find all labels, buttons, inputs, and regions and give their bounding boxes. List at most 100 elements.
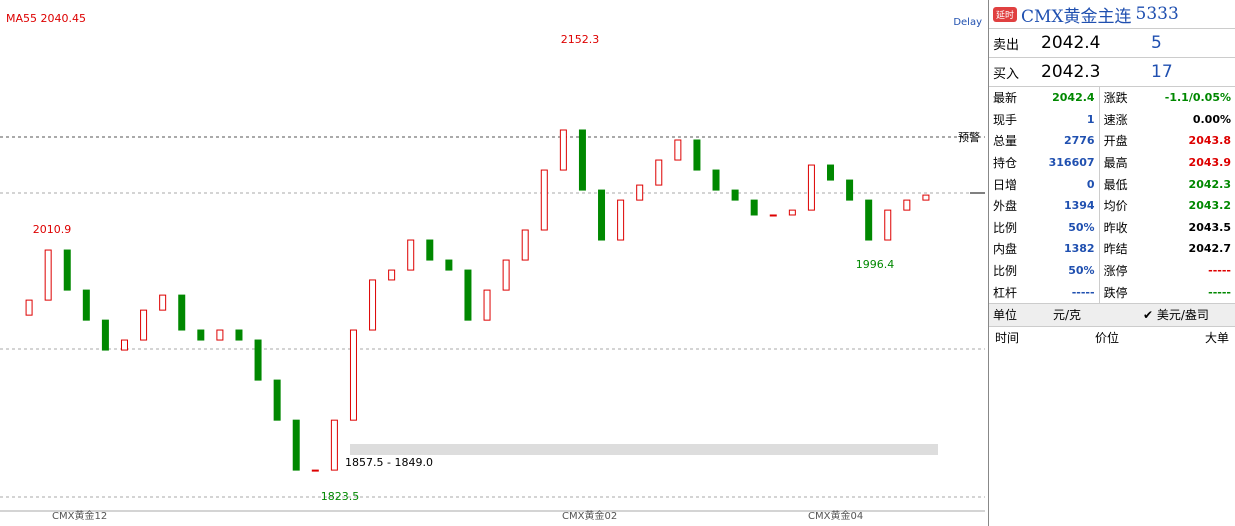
peak-label: 2010.9: [33, 223, 72, 236]
unit[interactable]: ✔ 美元/盎司: [1143, 308, 1209, 323]
high-label: 2152.3: [561, 33, 600, 46]
candle: [369, 279, 377, 331]
candle: [483, 289, 491, 321]
value: 2042.3: [1188, 177, 1231, 191]
label: 持仓: [993, 156, 1018, 171]
code: 5333: [1135, 4, 1179, 24]
ma-label: MA55 2040.45: [6, 12, 86, 25]
label: 最低: [1103, 177, 1128, 192]
candle: [445, 259, 453, 271]
value: 1382: [1029, 238, 1100, 260]
candle: [712, 169, 720, 191]
label: 总量: [993, 134, 1018, 149]
candle: [178, 294, 186, 331]
value: 0.00%: [1192, 112, 1231, 126]
value: 2043.5: [1188, 220, 1231, 234]
candle: [922, 194, 930, 201]
label: 买入: [993, 66, 1020, 82]
header: 时间: [995, 331, 1020, 346]
candle: [578, 129, 586, 191]
volume: 17: [1151, 62, 1173, 82]
candle: [674, 139, 682, 161]
value: -----: [1029, 281, 1100, 303]
row: 内盘 1382 昨结 2042.7: [989, 238, 1235, 260]
candle: [903, 199, 911, 211]
unit[interactable]: 元/克: [1053, 308, 1082, 323]
price: 2042.4: [1041, 33, 1101, 53]
value: 2043.2: [1188, 199, 1231, 213]
candle: [25, 299, 33, 316]
label: 单位: [993, 308, 1018, 323]
candle: [884, 209, 892, 241]
low-label: 1996.4: [856, 258, 895, 271]
label: 跌停: [1103, 285, 1128, 300]
label: 卖出: [993, 37, 1020, 53]
header: 价位: [1095, 331, 1120, 346]
volume: 5: [1151, 33, 1162, 53]
label: 现手: [993, 112, 1018, 127]
candle: [216, 329, 224, 341]
label: 内盘: [993, 242, 1018, 257]
candle: [521, 229, 529, 261]
low-label: 1823.5: [321, 490, 360, 503]
candle: [235, 329, 243, 341]
chart: MA55 2040.45 Delay 预警 2152.3 2010.9 1996…: [0, 12, 985, 522]
header: 大单: [1205, 331, 1230, 346]
unit-text: 美元/盎司: [1156, 308, 1209, 323]
candle: [502, 259, 510, 291]
label: 最高: [1103, 156, 1128, 171]
label: 比例: [993, 264, 1018, 279]
row: 比例 50% 昨收 2043.5: [989, 216, 1235, 239]
label: 最新: [993, 91, 1018, 106]
candle: [807, 164, 815, 211]
candle: [598, 189, 606, 241]
candle: [559, 129, 567, 171]
candle: [254, 339, 262, 381]
label: 昨结: [1103, 242, 1128, 257]
badge: 延时: [993, 6, 1018, 22]
value: 1394: [1029, 194, 1100, 217]
label: 涨停: [1103, 264, 1128, 279]
candle: [159, 294, 167, 311]
value: 2042.4: [1029, 87, 1100, 109]
label: 均价: [1103, 199, 1128, 214]
label: 昨收: [1103, 220, 1128, 235]
row: 外盘 1394 均价 2043.2: [989, 194, 1235, 217]
value: 50%: [1029, 259, 1100, 282]
candle: [464, 269, 472, 321]
row: 比例 50% 涨停 -----: [989, 259, 1235, 282]
alert: 预警: [958, 130, 980, 144]
candle: [540, 169, 548, 231]
value: 2043.8: [1188, 134, 1231, 148]
row: 现手 1 速涨 0.00%: [989, 108, 1235, 131]
label: 涨跌: [1103, 91, 1128, 106]
price: 2042.3: [1041, 62, 1101, 82]
delay: Delay: [953, 17, 982, 28]
x-label: CMX黄金04: [808, 509, 863, 522]
value: 0: [1029, 173, 1100, 195]
candle: [731, 189, 739, 201]
candle: [827, 164, 835, 181]
candle: [63, 249, 71, 291]
label: 杠杆: [993, 285, 1018, 300]
row: 日增 0 最低 2042.3: [989, 173, 1235, 195]
candle: [769, 214, 777, 217]
candle: [349, 329, 357, 421]
candle: [44, 249, 52, 301]
row: 总量 2776 开盘 2043.8: [989, 130, 1235, 152]
value: -----: [1208, 285, 1231, 299]
value: 2776: [1029, 130, 1100, 152]
candle: [101, 319, 109, 351]
quote-panel: 延时 CMX黄金主连 5333 卖出 2042.4 5 买入 2042.3 17 最新 204…: [988, 0, 1235, 526]
candle: [655, 159, 663, 186]
label: 比例: [993, 220, 1018, 235]
candle: [617, 199, 625, 241]
row: 最新 2042.4 涨跌 -1.1/0.05%: [989, 87, 1235, 109]
row: 杠杆 ----- 跌停 -----: [989, 281, 1235, 303]
value: -1.1/0.05%: [1164, 91, 1231, 105]
candle: [750, 199, 758, 216]
candle: [388, 269, 396, 281]
candle: [292, 419, 300, 471]
candle: [426, 239, 434, 261]
